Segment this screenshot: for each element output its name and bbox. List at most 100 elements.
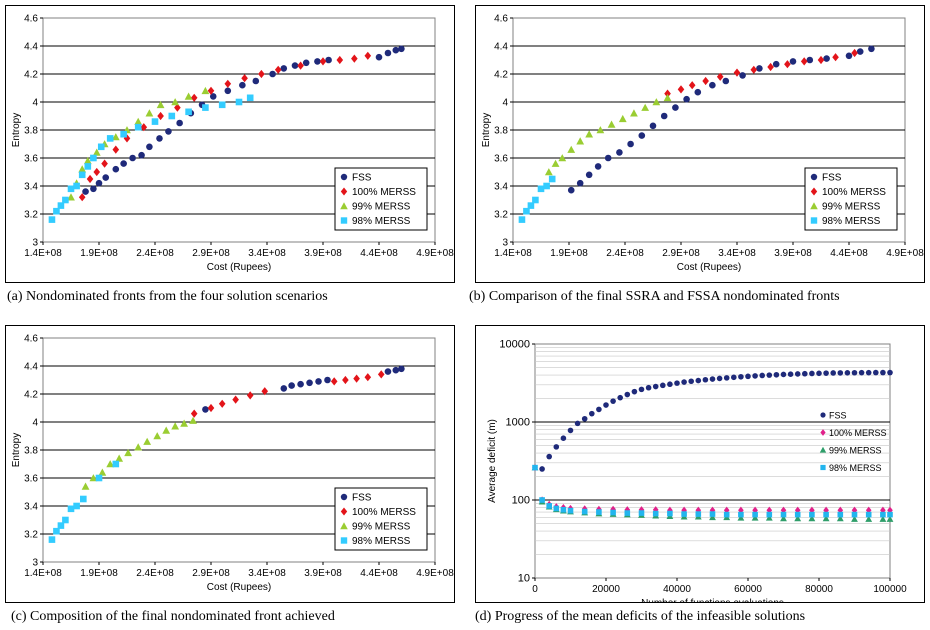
data-point xyxy=(246,94,254,102)
series-99-merss xyxy=(67,86,210,201)
data-point xyxy=(787,371,794,378)
y-tick-label: 1000 xyxy=(506,417,530,429)
data-point xyxy=(539,497,545,503)
data-point xyxy=(120,160,127,167)
data-point xyxy=(830,370,836,376)
data-point xyxy=(544,168,553,176)
data-point xyxy=(751,514,759,521)
caption-a: (a) Nondominated fronts from the four so… xyxy=(7,289,328,304)
data-point xyxy=(688,378,694,385)
data-point xyxy=(224,87,232,95)
x-tick-label: 4.4E+08 xyxy=(360,248,398,259)
data-point xyxy=(269,70,276,78)
y-tick-label: 4.4 xyxy=(494,42,508,53)
series-fss xyxy=(82,45,405,195)
data-point xyxy=(171,98,180,106)
legend-label: 100% MERSS xyxy=(352,187,416,198)
data-point xyxy=(806,56,814,64)
data-point xyxy=(604,154,612,162)
y-axis-label: Entropy xyxy=(11,433,22,467)
data-point xyxy=(62,196,69,204)
data-point xyxy=(822,515,830,522)
x-tick-label: 3.9E+08 xyxy=(304,248,342,259)
y-tick-label: 4 xyxy=(32,98,38,109)
x-tick-label: 4.9E+08 xyxy=(886,248,924,259)
data-point xyxy=(784,60,791,69)
chart-panel-d: 10 100 1000 10000 0 20000 40000 60000 80000 10000… xyxy=(475,325,925,603)
x-tick-label: 3.4E+08 xyxy=(718,248,756,259)
data-point xyxy=(560,435,567,441)
data-point xyxy=(145,109,154,117)
y-tick-label: 4 xyxy=(502,98,508,109)
data-point xyxy=(184,92,193,100)
data-point xyxy=(218,101,226,109)
legend-marker xyxy=(340,507,348,516)
data-point xyxy=(384,368,392,375)
data-point xyxy=(80,495,87,503)
data-point xyxy=(157,111,164,121)
data-point xyxy=(83,156,92,165)
data-point xyxy=(82,188,89,195)
legend-label: FSS xyxy=(352,493,372,504)
data-point xyxy=(543,182,550,190)
series-98-merss xyxy=(48,460,120,543)
data-point xyxy=(168,112,176,120)
data-point xyxy=(546,503,552,509)
data-point xyxy=(610,398,616,404)
data-point xyxy=(523,207,530,215)
x-axis-label: Cost (Rupees) xyxy=(677,262,741,273)
data-point xyxy=(809,511,815,518)
x-tick-label: 1.4E+08 xyxy=(24,568,62,579)
data-point xyxy=(737,514,745,521)
data-point xyxy=(124,448,133,457)
y-tick-label: 3.6 xyxy=(494,154,508,165)
data-point xyxy=(97,143,105,151)
data-point xyxy=(616,149,623,156)
data-point xyxy=(57,202,65,209)
data-point xyxy=(73,502,80,510)
data-point xyxy=(280,65,288,72)
legend-label: 100% MERSS xyxy=(352,507,416,518)
data-point xyxy=(95,179,103,187)
data-point xyxy=(851,515,858,522)
data-point xyxy=(106,135,114,142)
legend-label: FSS xyxy=(352,173,372,184)
data-point xyxy=(151,118,159,125)
data-point xyxy=(772,60,780,68)
data-point xyxy=(585,130,594,138)
data-point xyxy=(67,505,75,513)
legend-marker xyxy=(810,217,818,224)
x-tick-label: 1.4E+08 xyxy=(494,248,532,259)
legend-label: 98% MERSS xyxy=(352,216,411,227)
x-tick-label: 60000 xyxy=(734,584,762,595)
data-point xyxy=(752,511,758,518)
data-point xyxy=(709,513,716,521)
data-point xyxy=(190,409,198,418)
data-point xyxy=(576,179,584,187)
data-point xyxy=(532,464,538,471)
data-point xyxy=(694,88,702,96)
data-point xyxy=(652,383,659,390)
data-point xyxy=(81,482,90,490)
data-point xyxy=(209,93,217,100)
data-point xyxy=(739,72,746,79)
caption-c: (c) Composition of the final nondominate… xyxy=(11,609,335,624)
x-tick-label: 2.4E+08 xyxy=(606,248,644,259)
data-point xyxy=(596,406,602,413)
series-98-merss xyxy=(518,175,556,223)
y-tick-label: 3.6 xyxy=(24,154,38,165)
legend-label: 100% MERSS xyxy=(822,187,886,198)
y-tick-label: 4.2 xyxy=(24,390,38,401)
data-point xyxy=(48,536,56,543)
data-point xyxy=(879,515,887,522)
y-tick-label: 3 xyxy=(32,238,38,249)
legend-marker xyxy=(820,412,826,418)
data-point xyxy=(851,369,858,376)
data-point xyxy=(594,163,602,170)
chart-panel-a: 3 3.2 3.4 3.6 3.8 4 4.2 4.4 4.6 1.4E+08 1.9E+08 2.4… xyxy=(5,5,455,283)
data-point xyxy=(112,145,120,154)
data-point xyxy=(766,511,773,518)
data-point xyxy=(274,65,282,74)
x-tick-label: 0 xyxy=(532,584,538,595)
y-tick-label: 3.4 xyxy=(494,182,508,193)
